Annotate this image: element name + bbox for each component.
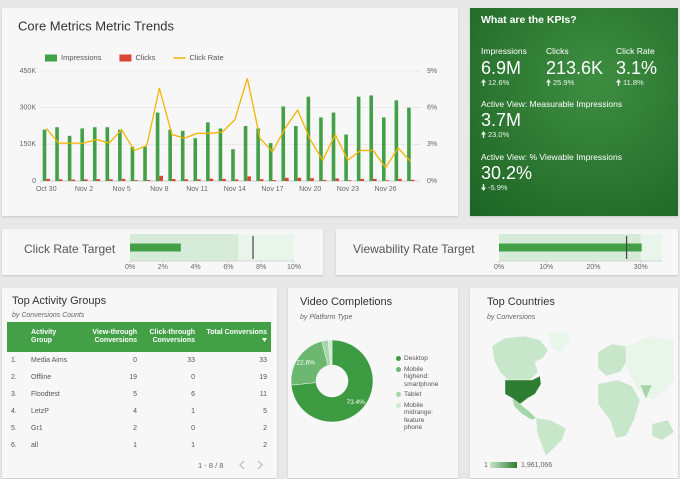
table-cell: 4. (11, 408, 17, 415)
kpi-change-value: 25.9% (553, 78, 575, 87)
table-cell: 5. (11, 425, 17, 432)
legend-label: Mobile highend: smartphone (404, 365, 439, 388)
table-cell: 1. (11, 357, 17, 364)
table-title: Top Activity Groups (12, 295, 107, 307)
legend-swatch (396, 402, 401, 408)
table-cell: all (31, 442, 39, 449)
kpi-change-value: 23.0% (488, 130, 510, 139)
table-row: 2. Offline 19 0 19 (7, 369, 271, 386)
map-panel (470, 288, 678, 478)
trend-arrow (481, 184, 486, 191)
table-row: 6. all 1 1 2 (7, 437, 271, 454)
table-cell: 3. (11, 391, 17, 398)
kpi-label: Active View: Measurable Impressions (481, 99, 623, 109)
table-cell: 4 (133, 408, 137, 415)
header-text: Total Conversions (206, 329, 267, 336)
kpi-label: Clicks (546, 46, 569, 56)
table-cell: LetzP (31, 408, 49, 415)
kpi-label: Click Rate (616, 46, 655, 56)
table-cell: 1 (191, 442, 195, 449)
header-row: Activity Group View-through Conversions … (7, 322, 271, 352)
table-cell: 6 (191, 391, 195, 398)
prev-page[interactable] (238, 460, 246, 470)
legend-item: Tablet (396, 391, 456, 399)
legend-item: Mobile midrange: feature phone (396, 402, 456, 432)
trend-arrow (546, 79, 551, 86)
table-row: 4. LetzP 4 1 5 (7, 403, 271, 420)
kpi-value: 30.2% (481, 163, 533, 183)
legend-item: Desktop (396, 355, 456, 363)
table-cell: 1 (133, 442, 137, 449)
table-subtitle: by Conversions Counts (12, 312, 85, 319)
legend-swatch (396, 356, 401, 361)
header-cell[interactable]: Click-through Conversions (141, 322, 199, 352)
table-cell: 6. (11, 442, 17, 449)
next-page[interactable] (256, 460, 264, 470)
table-cell: 2 (263, 425, 267, 432)
kpi-change: 12.6% (481, 78, 509, 87)
legend-label: Tablet (404, 391, 422, 398)
header-cell[interactable]: Activity Group (27, 322, 79, 352)
kpi-panel (470, 8, 678, 216)
kpi-change: 11.8% (616, 78, 644, 87)
table-cell: 0 (191, 374, 195, 381)
trend-panel (2, 8, 458, 216)
header-cell (7, 322, 27, 352)
legend-swatch (396, 366, 401, 372)
sort-icon (262, 338, 267, 342)
table-cell: 2 (263, 442, 267, 449)
table-body: 1. Media Aims 0 33 33 2. Offline 19 0 19 3. Floodte… (7, 352, 271, 454)
kpi-change-value: -5.9% (488, 183, 508, 192)
table: Activity Group View-through Conversions … (7, 322, 271, 454)
header-cell[interactable]: View-through Conversions (79, 322, 141, 352)
kpi-value: 213.6K (546, 58, 604, 78)
table-cell: 5 (133, 391, 137, 398)
table-cell: 19 (259, 374, 267, 381)
legend-label: Desktop (404, 355, 428, 362)
kpi-change-value: 11.8% (623, 78, 644, 87)
table-cell: 5 (263, 408, 267, 415)
kpi-title: What are the KPIs? (481, 14, 577, 26)
kpi-change-value: 12.6% (488, 78, 510, 87)
table-cell: 0 (133, 357, 137, 364)
kpi-label: Active View: % Viewable Impressions (481, 152, 622, 162)
table-cell: Gr1 (31, 425, 43, 432)
table-cell: 2. (11, 374, 17, 381)
table-cell: Offline (31, 374, 52, 381)
table-cell: 11 (259, 391, 267, 398)
table-cell: 2 (133, 425, 137, 432)
header-cell[interactable]: Total Conversions (199, 322, 271, 352)
legend-swatch (396, 392, 401, 397)
kpi-change: 23.0% (481, 130, 509, 139)
kpi-value: 3.1% (616, 58, 658, 78)
kpi-change: -5.9% (481, 183, 508, 192)
trend-arrow (616, 79, 621, 86)
table-cell: Media Aims (31, 357, 68, 364)
pagination: 1 - 8 / 8 (198, 461, 224, 470)
table-cell: 0 (191, 425, 195, 432)
table-cell: 33 (259, 357, 267, 364)
table-row: 3. Floodtest 5 6 11 (7, 386, 271, 403)
table-row: 1. Media Aims 0 33 33 (7, 352, 271, 369)
donut-legend: Desktop Mobile highend: smartphone Tablet M… (396, 355, 456, 435)
trend-arrow (481, 79, 486, 86)
bullet-panel (336, 229, 678, 275)
table-cell: Floodtest (31, 391, 60, 398)
table-cell: 19 (129, 374, 137, 381)
legend-label: Mobile midrange: feature phone (404, 401, 433, 432)
table-cell: 33 (187, 357, 195, 364)
kpi-change: 25.9% (546, 78, 574, 87)
kpi-label: Impressions (481, 46, 527, 56)
table-row: 5. Gr1 2 0 2 (7, 420, 271, 437)
kpi-value: 6.9M (481, 58, 522, 78)
legend-item: Mobile highend: smartphone (396, 366, 456, 389)
table-panel (2, 288, 277, 478)
trend-arrow (481, 131, 486, 138)
bullet-panel (2, 229, 323, 275)
table-cell: 1 (191, 408, 195, 415)
kpi-value: 3.7M (481, 110, 522, 130)
